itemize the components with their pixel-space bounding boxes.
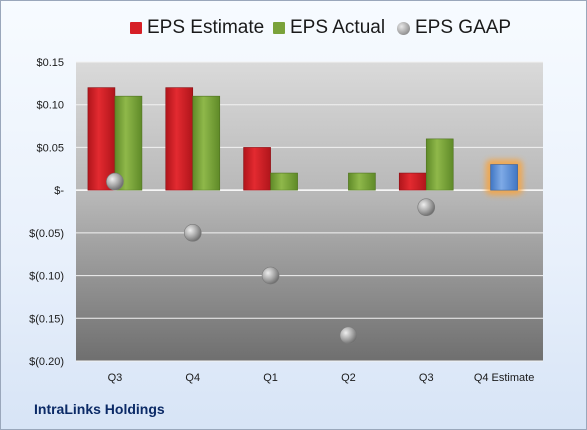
y-tick-label: $(0.10)	[29, 271, 64, 283]
eps-gaap-point	[339, 326, 358, 345]
x-tick-label: Q3	[108, 372, 123, 384]
x-tick-label: Q1	[263, 372, 278, 384]
legend-item-eps-actual: EPS Actual	[273, 17, 385, 39]
y-tick-label: $(0.20)	[29, 356, 64, 368]
eps-actual-bar	[348, 172, 376, 191]
y-tick-label: $0.05	[36, 142, 64, 154]
y-tick-label: $0.15	[36, 57, 64, 69]
eps-gaap-point	[106, 172, 124, 191]
x-tick-label: Q2	[341, 372, 356, 384]
legend-item-eps-gaap: EPS GAAP	[397, 17, 511, 39]
eps-gaap-point	[417, 198, 436, 217]
eps-estimate-bar	[87, 87, 116, 191]
y-tick-label: $(0.05)	[29, 228, 64, 240]
legend-item-eps-estimate: EPS Estimate	[130, 17, 264, 39]
legend-label-actual: EPS Actual	[290, 17, 386, 38]
eps-gaap-point	[261, 266, 280, 285]
eps-actual-bar	[270, 172, 298, 191]
q4-estimate-bar	[490, 164, 518, 191]
chart-legend: EPS Estimate EPS Actual EPS GAAP	[0, 15, 587, 41]
y-tick-label: $-	[54, 185, 64, 197]
legend-label-gaap: EPS GAAP	[415, 17, 512, 38]
legend-swatch-actual	[273, 22, 285, 34]
legend-swatch-estimate	[130, 22, 142, 34]
eps-estimate-bar	[243, 147, 271, 191]
company-name: IntraLinks Holdings	[34, 401, 165, 417]
legend-label-estimate: EPS Estimate	[147, 17, 265, 38]
plot-area	[76, 62, 543, 361]
y-tick-label: $(0.15)	[29, 313, 64, 325]
eps-actual-bar	[192, 95, 221, 191]
eps-estimate-bar	[165, 87, 194, 191]
eps-actual-bar	[425, 138, 454, 191]
legend-marker-gaap	[397, 21, 410, 35]
x-tick-label: Q4	[185, 372, 200, 384]
x-tick-label: Q3	[419, 372, 434, 384]
eps-estimate-bar	[398, 172, 427, 191]
x-tick-label: Q4 Estimate	[474, 372, 535, 384]
eps-gaap-point	[183, 224, 202, 242]
y-tick-label: $0.10	[36, 100, 64, 112]
